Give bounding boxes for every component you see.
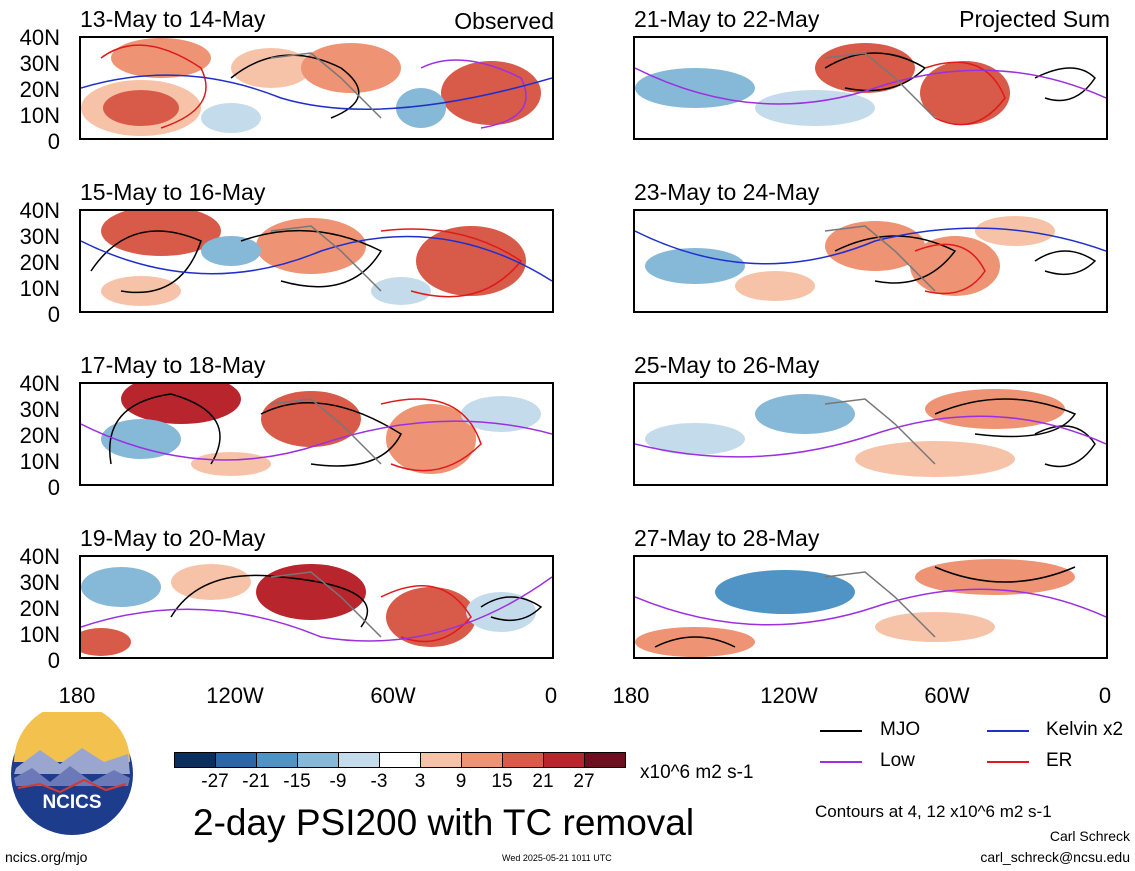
lat-label: 30N: [19, 397, 60, 422]
map-panel-7: [633, 382, 1108, 486]
legend-swatch-kelvin: [987, 730, 1029, 732]
lat-label: 10N: [19, 276, 60, 301]
map-panel-5: [633, 36, 1108, 140]
colorbar-swatch: [544, 753, 585, 767]
colorbar-swatch: [298, 753, 339, 767]
colorbar-units: x10^6 m2 s-1: [640, 762, 754, 783]
colorbar-swatch: [585, 753, 625, 767]
legend-label-mjo: MJO: [880, 719, 921, 740]
panel-label-observed: Observed: [454, 8, 554, 34]
lat-label: 40N: [19, 25, 60, 50]
lon-label: 180: [58, 683, 96, 708]
lat-label: 30N: [19, 51, 60, 76]
colorbar-swatch: [257, 753, 298, 767]
colorbar-tick: -27: [201, 771, 229, 792]
contours-note: Contours at 4, 12 x10^6 m2 s-1: [815, 802, 1052, 821]
colorbar-tick: 9: [455, 771, 467, 792]
colorbar-swatch: [421, 753, 462, 767]
legend-label-er: ER: [1046, 750, 1073, 771]
lon-label: 60W: [924, 683, 970, 708]
colorbar: [174, 752, 626, 768]
colorbar-swatch: [339, 753, 380, 767]
lat-label: 0: [47, 129, 60, 154]
lat-label: 10N: [19, 622, 60, 647]
panel-title-1: 13-May to 14-May: [80, 6, 266, 32]
lat-label: 20N: [19, 77, 60, 102]
lat-label: 0: [47, 475, 60, 500]
lat-label: 40N: [19, 198, 60, 223]
lat-label: 20N: [19, 250, 60, 275]
lat-label: 0: [47, 302, 60, 327]
lon-label: 0: [544, 683, 558, 708]
colorbar-swatch: [175, 753, 216, 767]
map-panel-6: [633, 209, 1108, 313]
panel-title-3: 17-May to 18-May: [80, 352, 266, 378]
lat-label: 30N: [19, 570, 60, 595]
lon-label: 60W: [370, 683, 416, 708]
panel-title-5: 21-May to 22-May: [634, 6, 820, 32]
lat-label: 0: [47, 648, 60, 673]
colorbar-tick: -15: [283, 771, 311, 792]
lat-label: 40N: [19, 544, 60, 569]
colorbar-tick: 21: [532, 771, 554, 792]
legend-swatch-low: [820, 761, 862, 763]
lat-label: 20N: [19, 596, 60, 621]
colorbar-tick: 3: [414, 771, 426, 792]
lat-label: 10N: [19, 103, 60, 128]
map-panel-4: [79, 555, 554, 659]
map-panel-8: [633, 555, 1108, 659]
map-panel-3: [79, 382, 554, 486]
colorbar-tick: 15: [491, 771, 513, 792]
lon-label: 120W: [760, 683, 818, 708]
legend-label-kelvin: Kelvin x2: [1046, 719, 1124, 740]
colorbar-tick: -21: [242, 771, 270, 792]
panel-title-4: 19-May to 20-May: [80, 525, 266, 551]
panel-title-8: 27-May to 28-May: [634, 525, 820, 551]
lon-label: 0: [1098, 683, 1112, 708]
legend-label-low: Low: [880, 750, 915, 771]
lat-label: 20N: [19, 423, 60, 448]
legend-swatch-er: [987, 761, 1029, 763]
ncics-logo: NCICS: [10, 704, 134, 836]
credit-author: Carl Schreck: [1049, 828, 1130, 844]
colorbar-tick: 27: [573, 771, 595, 792]
map-panel-1: [79, 36, 554, 140]
credit-site: ncics.org/mjo: [5, 849, 88, 865]
colorbar-swatch: [503, 753, 544, 767]
panel-title-6: 23-May to 24-May: [634, 179, 820, 205]
panel-title-2: 15-May to 16-May: [80, 179, 266, 205]
lat-label: 40N: [19, 371, 60, 396]
colorbar-swatch: [462, 753, 503, 767]
lon-label: 120W: [206, 683, 264, 708]
colorbar-swatch: [216, 753, 257, 767]
timestamp: Wed 2025-05-21 1011 UTC: [502, 853, 612, 863]
lon-label: 180: [612, 683, 650, 708]
colorbar-tick: -9: [329, 771, 347, 792]
lat-label: 30N: [19, 224, 60, 249]
panel-label-projected: Projected Sum: [959, 6, 1110, 32]
panel-title-7: 25-May to 26-May: [634, 352, 820, 378]
main-title: 2-day PSI200 with TC removal: [193, 802, 695, 843]
credit-email: carl_schreck@ncsu.edu: [980, 849, 1130, 865]
colorbar-swatch: [380, 753, 421, 767]
logo-text: NCICS: [42, 792, 102, 813]
map-panel-2: [79, 209, 554, 313]
lat-label: 10N: [19, 449, 60, 474]
colorbar-tick: -3: [370, 771, 388, 792]
legend-swatch-mjo: [820, 730, 862, 732]
